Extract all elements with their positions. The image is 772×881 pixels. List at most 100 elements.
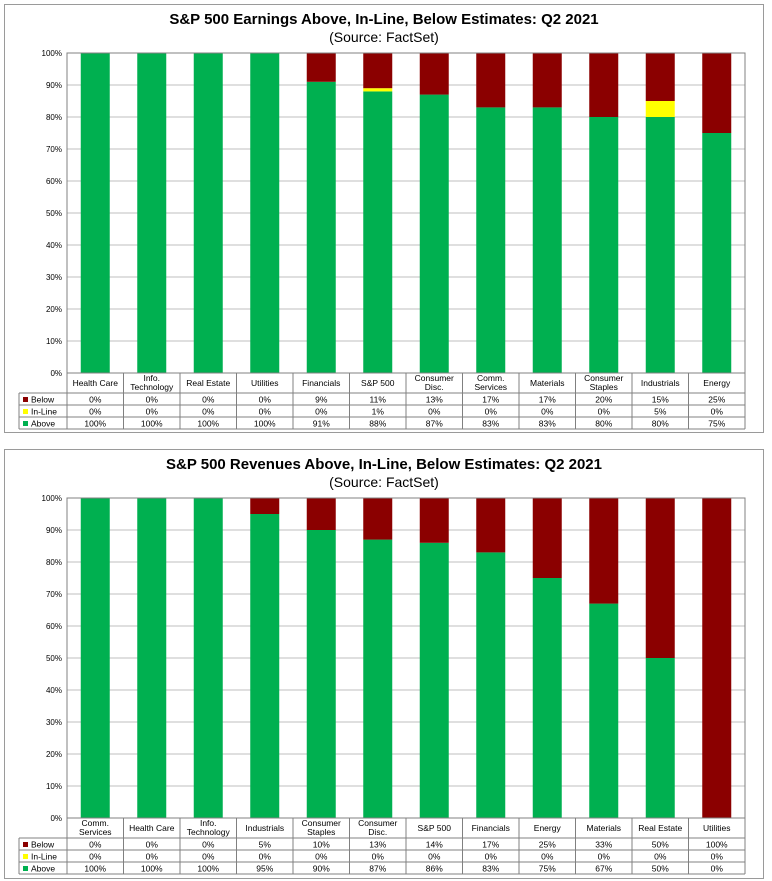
bar-above-health-care (80, 53, 110, 373)
y-tick-label: 40% (46, 241, 62, 250)
bar-above-consumer-disc (419, 94, 449, 373)
category-label: Technology (187, 827, 231, 837)
bar-below-comm-services (476, 53, 506, 108)
y-tick-label: 80% (46, 113, 62, 122)
category-label: Industrials (245, 823, 284, 833)
y-tick-label: 60% (46, 177, 62, 186)
data-label-below: 100% (706, 840, 728, 850)
bar-below-energy (532, 498, 562, 578)
category-label: S&P 500 (361, 378, 395, 388)
bar-above-financials (306, 81, 336, 374)
data-label-below: 0% (89, 840, 102, 850)
y-tick-label: 70% (46, 145, 62, 154)
data-label-in-line: 0% (485, 407, 498, 417)
y-tick-label: 10% (46, 782, 62, 791)
bar-below-s-p-500 (363, 53, 393, 89)
bar-below-materials (589, 498, 619, 604)
y-tick-label: 0% (50, 814, 62, 823)
bar-above-real-estate (645, 658, 675, 818)
bar-below-utilities (702, 498, 732, 818)
data-label-above: 91% (313, 419, 330, 429)
category-label: Financials (472, 823, 510, 833)
category-label: Consumer (302, 818, 341, 828)
data-label-above: 88% (369, 419, 386, 429)
bar-below-industrials (645, 53, 675, 101)
data-label-in-line: 0% (372, 852, 385, 862)
data-label-in-line: 0% (315, 852, 328, 862)
data-label-in-line: 0% (428, 852, 441, 862)
bar-above-utilities (250, 53, 280, 373)
y-tick-label: 10% (46, 337, 62, 346)
category-label: Financials (302, 378, 340, 388)
data-label-in-line: 0% (541, 852, 554, 862)
data-label-in-line: 0% (146, 852, 159, 862)
category-label: Disc. (425, 382, 444, 392)
category-label: Energy (703, 378, 731, 388)
legend-key-above (23, 866, 28, 871)
bar-above-comm-services (80, 498, 110, 818)
bar-above-real-estate (193, 53, 223, 373)
category-label: Energy (534, 823, 562, 833)
data-label-in-line: 0% (202, 852, 215, 862)
category-label: Staples (307, 827, 335, 837)
y-tick-label: 90% (46, 81, 62, 90)
bar-below-consumer-disc (363, 498, 393, 540)
category-label: Materials (587, 823, 621, 833)
category-label: Utilities (251, 378, 278, 388)
legend-label-below: Below (31, 395, 55, 405)
y-tick-label: 90% (46, 526, 62, 535)
bar-above-consumer-staples (306, 530, 336, 818)
data-label-in-line: 1% (372, 407, 385, 417)
legend-key-in-line (23, 854, 28, 859)
revenues-chart: 0% 10% 20% 30% 40% 50% 60% 70% 80% 90% 100% Comm.Se… (18, 494, 746, 875)
category-label: Services (474, 382, 507, 392)
data-label-below: 0% (89, 395, 102, 405)
data-label-below: 0% (202, 395, 215, 405)
data-label-below: 25% (539, 840, 556, 850)
data-label-above: 67% (595, 864, 612, 874)
data-label-above: 100% (197, 419, 219, 429)
data-label-above: 100% (84, 864, 106, 874)
bar-above-comm-services (476, 107, 506, 374)
data-label-below: 9% (315, 395, 328, 405)
category-label: Real Estate (638, 823, 682, 833)
data-label-below: 0% (259, 395, 272, 405)
y-tick-label: 100% (42, 49, 62, 58)
bar-above-materials (532, 107, 562, 374)
data-label-in-line: 5% (654, 407, 667, 417)
bar-above-financials (476, 552, 506, 818)
data-label-in-line: 0% (598, 852, 611, 862)
bar-above-s-p-500 (363, 91, 393, 374)
data-label-above: 86% (426, 864, 443, 874)
data-label-below: 15% (652, 395, 669, 405)
legend-key-in-line (23, 409, 28, 414)
category-label: Utilities (703, 823, 730, 833)
y-tick-label: 100% (42, 494, 62, 503)
bar-below-consumer-staples (306, 498, 336, 530)
chart-title: S&P 500 Earnings Above, In-Line, Below E… (169, 11, 599, 28)
category-label: Real Estate (186, 378, 230, 388)
y-tick-label: 80% (46, 558, 62, 567)
data-label-below: 0% (146, 395, 159, 405)
data-label-below: 17% (482, 840, 499, 850)
legend-label-above: Above (31, 419, 55, 429)
legend-key-above (23, 421, 28, 426)
chart-subtitle: (Source: FactSet) (329, 29, 439, 45)
data-label-in-line: 0% (89, 852, 102, 862)
legend-label-above: Above (31, 864, 55, 874)
category-label: Staples (590, 382, 618, 392)
data-label-in-line: 0% (428, 407, 441, 417)
bar-in-line-industrials (645, 101, 675, 117)
legend-label-below: Below (31, 840, 55, 850)
data-label-below: 11% (370, 395, 387, 405)
y-tick-label: 20% (46, 750, 62, 759)
bar-in-line-s-p-500 (363, 88, 393, 92)
data-label-above: 50% (652, 864, 669, 874)
data-label-below: 0% (202, 840, 215, 850)
data-label-above: 95% (256, 864, 273, 874)
revenues-chart-panel: S&P 500 Revenues Above, In-Line, Below E… (4, 449, 764, 879)
data-label-below: 17% (482, 395, 499, 405)
category-label: Health Care (73, 378, 119, 388)
data-label-above: 100% (141, 419, 163, 429)
data-label-below: 0% (146, 840, 159, 850)
